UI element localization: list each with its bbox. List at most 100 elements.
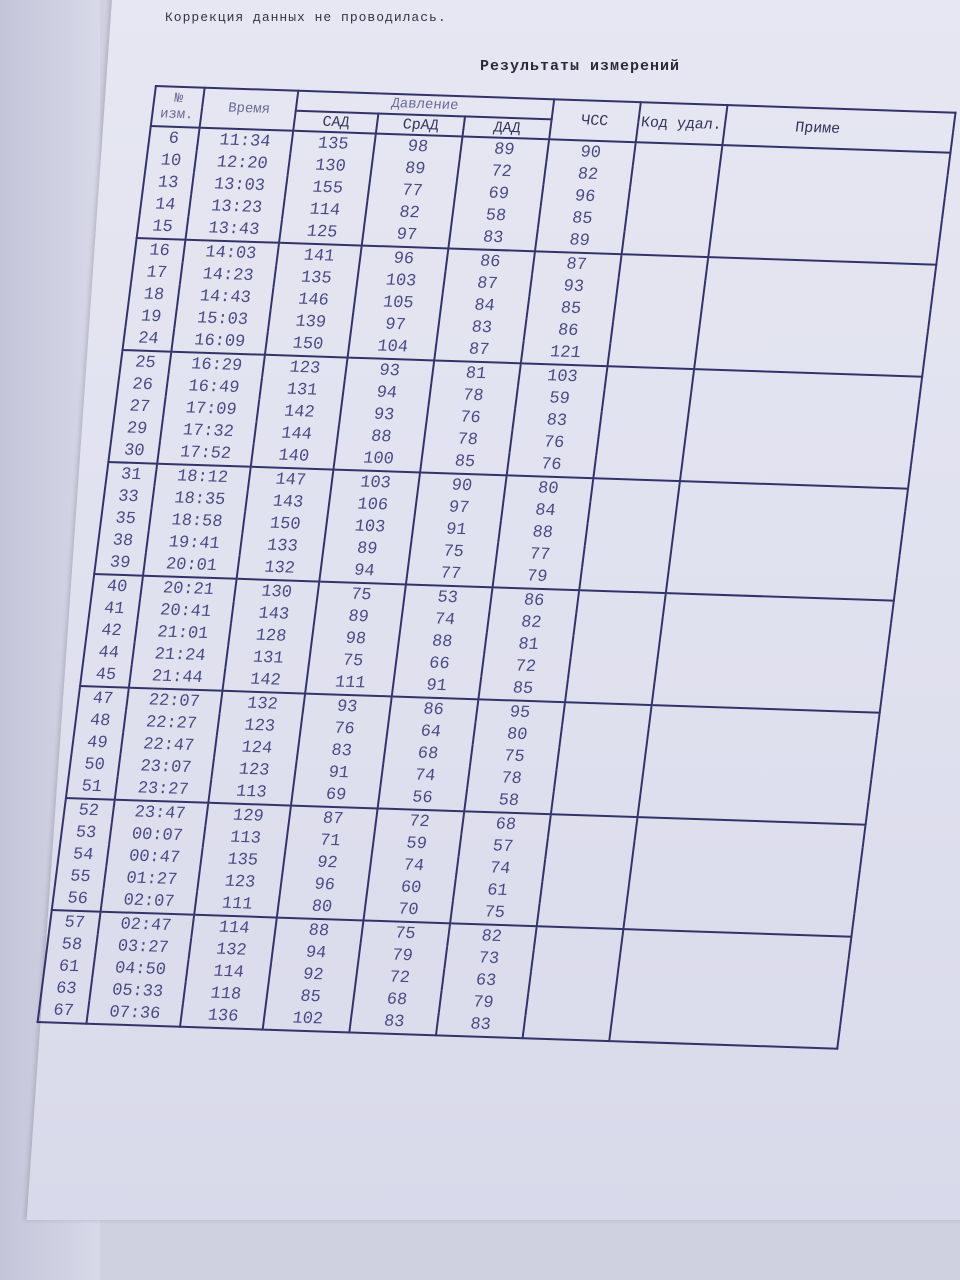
- cell-time: 23:07: [117, 754, 215, 780]
- cell-srad: 94: [341, 380, 432, 406]
- cell-code: [533, 926, 624, 953]
- cell-sad: 123: [262, 354, 348, 381]
- cell-code: [570, 635, 660, 661]
- cell-srad: 103: [325, 514, 415, 540]
- cell-num: 16: [133, 238, 186, 263]
- cell-srad: 69: [291, 782, 381, 809]
- cell-code: [536, 903, 626, 930]
- cell-num: 26: [116, 373, 169, 397]
- cell-dad: 87: [434, 337, 524, 364]
- cell-sad: 141: [276, 242, 362, 269]
- cell-sad: 114: [185, 959, 272, 985]
- cell-dad: 84: [440, 293, 529, 319]
- cell-sad: 139: [268, 309, 354, 335]
- cell-num: 55: [54, 865, 107, 889]
- cell-code: [615, 277, 706, 303]
- cell-code: [624, 209, 714, 235]
- cell-code: [545, 837, 635, 863]
- cell-srad: 96: [279, 872, 370, 898]
- cell-sad: 132: [219, 690, 306, 717]
- cell-num: 56: [51, 887, 104, 912]
- cell-sad: 136: [180, 1003, 266, 1030]
- cell-num: 6: [147, 126, 200, 151]
- cell-num: 17: [130, 261, 183, 285]
- cell-dad: 78: [423, 427, 512, 453]
- cell-code: [528, 971, 618, 997]
- cell-srad: 91: [293, 760, 384, 786]
- cell-hr: 73: [444, 946, 534, 972]
- cell-dad: 83: [448, 225, 538, 252]
- cell-sad: 114: [191, 914, 277, 941]
- cell-dad: 59: [372, 831, 461, 857]
- cell-srad: 103: [330, 469, 421, 496]
- cell-srad: 80: [276, 894, 367, 921]
- cell-srad: 77: [367, 178, 458, 204]
- cell-dad: 86: [445, 248, 535, 275]
- cell-dad: 90: [417, 472, 507, 499]
- cell-num: 45: [80, 663, 132, 688]
- cell-sad: 132: [188, 937, 275, 963]
- header-hr: ЧСС: [548, 99, 641, 143]
- cell-num: 58: [46, 933, 98, 957]
- cell-num: 57: [48, 910, 101, 935]
- cell-time: 21:44: [128, 664, 226, 691]
- cell-srad: 100: [333, 446, 424, 473]
- cell-dad: 60: [366, 875, 456, 901]
- cell-time: 20:01: [142, 552, 240, 579]
- cell-num: 33: [102, 485, 155, 509]
- results-table: № изм. Время Давление ЧСС Код удал. Прим…: [37, 85, 957, 1050]
- cell-code: [522, 1015, 612, 1042]
- cell-hr: 77: [495, 542, 585, 568]
- cell-srad: 94: [319, 558, 410, 585]
- cell-hr: 121: [520, 340, 611, 367]
- cell-hr: 85: [537, 206, 628, 232]
- cell-num: 35: [99, 507, 152, 531]
- cell-time: 22:07: [125, 687, 223, 714]
- cell-sad: 124: [214, 735, 300, 761]
- cell-num: 49: [71, 731, 124, 755]
- cell-sad: 135: [273, 265, 359, 291]
- header-num: № изм.: [150, 86, 205, 128]
- cell-time: 02:07: [100, 888, 198, 915]
- cell-hr: 86: [489, 587, 579, 614]
- cell-sad: 143: [245, 489, 331, 515]
- cell-hr: 87: [531, 251, 622, 278]
- cell-time: 13:23: [188, 194, 285, 220]
- cell-dad: 68: [383, 741, 473, 767]
- cell-num: 15: [136, 215, 189, 240]
- cell-srad: 85: [265, 984, 356, 1010]
- cell-hr: 59: [514, 386, 605, 412]
- cell-srad: 75: [316, 581, 407, 608]
- cell-time: 15:03: [174, 306, 271, 332]
- cell-time: 17:09: [162, 396, 260, 422]
- cell-sad: 125: [279, 219, 365, 246]
- cell-dad: 83: [437, 315, 527, 341]
- cell-time: 23:27: [114, 776, 212, 803]
- cell-sad: 111: [194, 891, 280, 918]
- cell-num: 54: [57, 843, 109, 867]
- cell-dad: 74: [369, 853, 459, 879]
- cell-srad: 93: [344, 357, 435, 384]
- cell-num: 67: [37, 999, 90, 1024]
- cell-dad: 91: [411, 517, 501, 543]
- cell-dad: 87: [443, 271, 532, 297]
- cell-time: 03:27: [94, 934, 192, 960]
- cell-code: [632, 142, 723, 169]
- cell-code: [618, 254, 708, 281]
- cell-hr: 76: [509, 430, 599, 456]
- cell-code: [556, 747, 646, 773]
- cell-hr: 81: [483, 632, 574, 658]
- cell-time: 11:34: [196, 127, 294, 154]
- header-time: Время: [199, 87, 299, 131]
- section-title: Результаты измерений: [480, 58, 681, 75]
- cell-code: [576, 590, 666, 617]
- cell-dad: 66: [395, 651, 484, 677]
- header-code: Код удал.: [635, 102, 728, 146]
- cell-code: [547, 814, 638, 841]
- cell-srad: 102: [262, 1006, 353, 1033]
- cell-num: 52: [63, 798, 115, 823]
- cell-time: 12:20: [193, 150, 291, 176]
- cell-num: 24: [122, 327, 175, 352]
- header-dad: ДАД: [462, 116, 552, 140]
- cell-time: 00:47: [106, 844, 203, 870]
